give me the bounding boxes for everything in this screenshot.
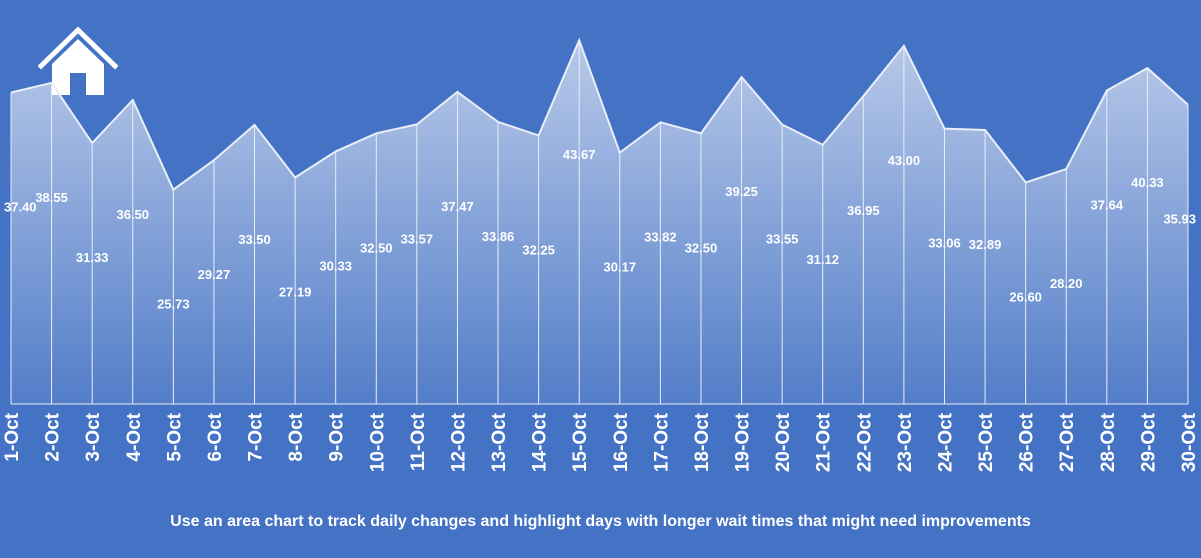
data-label: 27.19 xyxy=(279,285,312,300)
x-tick-label: 17-Oct xyxy=(651,412,672,472)
x-tick-label: 20-Oct xyxy=(773,412,794,472)
x-tick-label: 26-Oct xyxy=(1017,412,1038,472)
x-tick-label: 24-Oct xyxy=(936,412,957,472)
series-line xyxy=(10,37,1189,192)
data-label: 26.60 xyxy=(1009,289,1042,304)
data-label: 25.73 xyxy=(157,297,190,312)
x-tick-label: 2-Oct xyxy=(43,412,64,461)
data-label: 33.57 xyxy=(401,231,434,246)
x-tick-label: 3-Oct xyxy=(83,412,104,461)
x-tick-label: 9-Oct xyxy=(327,412,348,461)
x-tick-label: 22-Oct xyxy=(854,412,875,472)
x-tick-label: 19-Oct xyxy=(733,412,754,472)
area-fill xyxy=(11,40,1188,404)
data-label: 30.17 xyxy=(604,260,637,275)
data-label: 30.33 xyxy=(319,258,352,273)
x-tick-label: 4-Oct xyxy=(124,412,145,461)
data-label: 32.50 xyxy=(685,240,718,255)
x-tick-label: 6-Oct xyxy=(205,412,226,461)
data-label: 33.86 xyxy=(482,229,515,244)
x-tick-label: 5-Oct xyxy=(164,412,185,461)
x-tick-label: 29-Oct xyxy=(1138,412,1159,472)
data-label: 40.33 xyxy=(1131,175,1164,190)
x-tick-label: 25-Oct xyxy=(976,412,997,472)
data-label: 36.50 xyxy=(116,207,149,222)
data-label: 37.40 xyxy=(4,199,37,214)
data-label: 37.47 xyxy=(441,199,474,214)
data-label: 33.55 xyxy=(766,232,799,247)
x-tick-label: 16-Oct xyxy=(611,412,632,472)
x-tick-label: 23-Oct xyxy=(895,412,916,472)
data-label: 31.12 xyxy=(806,252,839,267)
drop-lines xyxy=(10,40,1189,404)
data-label: 39.25 xyxy=(725,184,758,199)
data-label: 33.50 xyxy=(238,232,271,247)
x-tick-label: 13-Oct xyxy=(489,412,510,472)
x-tick-label: 30-Oct xyxy=(1179,412,1200,472)
x-tick-label: 10-Oct xyxy=(367,412,388,472)
x-tick-label: 18-Oct xyxy=(692,412,713,472)
x-tick-label: 15-Oct xyxy=(570,412,591,472)
data-label: 32.89 xyxy=(969,237,1002,252)
x-tick-label: 27-Oct xyxy=(1057,412,1078,472)
x-tick-label: 21-Oct xyxy=(814,412,835,472)
data-label: 31.33 xyxy=(76,250,109,265)
x-tick-label: 11-Oct xyxy=(408,412,429,471)
x-tick-label: 28-Oct xyxy=(1098,412,1119,472)
x-tick-label: 14-Oct xyxy=(530,412,551,472)
data-label: 33.06 xyxy=(928,236,961,251)
data-label: 43.67 xyxy=(563,147,596,162)
data-label: 32.50 xyxy=(360,240,393,255)
x-tick-label: 1-Oct xyxy=(2,412,23,461)
x-tick-label: 8-Oct xyxy=(286,412,307,461)
data-label: 36.95 xyxy=(847,203,880,218)
data-label: 35.93 xyxy=(1163,212,1196,227)
data-label: 29.27 xyxy=(198,267,231,282)
x-tick-label: 7-Oct xyxy=(246,412,267,461)
x-tick-labels: 1-Oct 2-Oct 3-Oct 4-Oct 5-Oct 6-Oct 7-Oct 8-Oct… xyxy=(2,412,1200,472)
chart-caption: Use an area chart to track daily changes… xyxy=(170,513,1031,530)
home-icon[interactable] xyxy=(37,26,119,98)
data-label: 32.25 xyxy=(522,242,555,257)
data-label: 28.20 xyxy=(1050,276,1083,291)
data-label: 43.00 xyxy=(888,153,921,168)
data-label: 33.82 xyxy=(644,229,677,244)
data-label: 38.55 xyxy=(35,190,68,205)
x-tick-label: 12-Oct xyxy=(448,412,469,472)
data-label: 37.64 xyxy=(1091,197,1124,212)
